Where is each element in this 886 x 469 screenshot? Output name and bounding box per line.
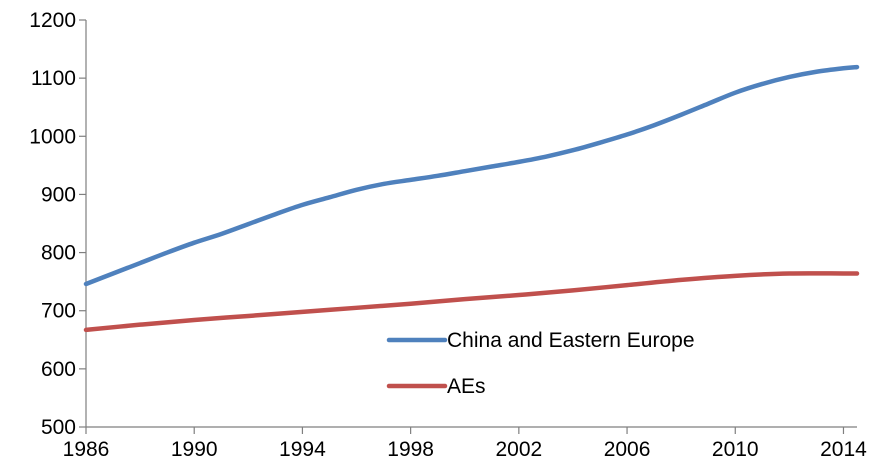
y-axis: 500 600 700 800 900 1000 1100 1200 xyxy=(29,9,87,439)
series-group xyxy=(83,64,860,333)
x-tick-label: 1990 xyxy=(171,438,218,461)
legend: China and Eastern Europe AEs xyxy=(386,329,695,398)
x-tick-label: 2014 xyxy=(820,438,867,461)
y-tick-label: 1100 xyxy=(31,67,76,90)
x-tick-label: 2002 xyxy=(495,438,542,461)
x-tick-label: 1998 xyxy=(387,438,434,461)
y-tick-label: 800 xyxy=(41,242,76,265)
x-tick-label: 1986 xyxy=(63,438,110,461)
x-tick-label: 2010 xyxy=(712,438,759,461)
legend-label: AEs xyxy=(447,375,486,398)
y-tick-label: 700 xyxy=(41,300,76,323)
series-line-china-and-eastern-europe xyxy=(83,64,860,287)
y-tick-label: 600 xyxy=(41,358,76,381)
y-tick-label: 500 xyxy=(41,416,76,439)
x-tick-label: 2006 xyxy=(604,438,651,461)
x-axis: 1986 1990 1994 1998 2002 2006 2010 2014 xyxy=(63,426,867,461)
y-tick-label: 1200 xyxy=(29,9,76,32)
legend-label: China and Eastern Europe xyxy=(447,329,695,352)
series-line-aes xyxy=(83,271,860,333)
y-tick-label: 900 xyxy=(41,183,76,206)
x-tick-label: 1994 xyxy=(279,438,326,461)
y-tick-label: 1000 xyxy=(29,125,76,148)
